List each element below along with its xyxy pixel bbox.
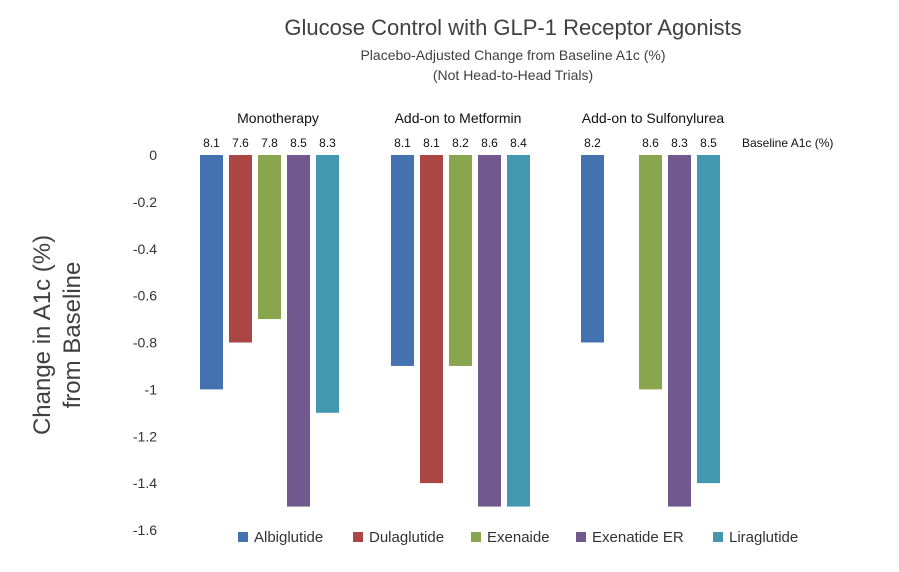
- baseline-value: 8.1: [423, 136, 440, 150]
- baseline-value: 8.5: [700, 136, 717, 150]
- legend-label: Dulaglutide: [369, 529, 444, 546]
- bar-liraglutide: [697, 155, 720, 484]
- y-tick-label: 0: [149, 147, 157, 163]
- bar-albiglutide: [200, 155, 223, 390]
- bar-dulaglutide: [229, 155, 252, 343]
- bar-exenatide-er: [478, 155, 501, 507]
- y-axis-ticks: 0 -0.2 -0.4 -0.6 -0.8 -1 -1.2 -1.4 -1.6: [133, 147, 157, 538]
- group-label: Add-on to Sulfonylurea: [582, 110, 725, 126]
- y-tick-label: -1.4: [133, 475, 157, 491]
- y-tick-label: -0.4: [133, 241, 157, 257]
- legend-label: Exenatide ER: [592, 529, 684, 546]
- baseline-value: 7.6: [232, 136, 249, 150]
- baseline-values: 8.1 8.1 8.2 7.6 8.1 7.8 8.2 8.6 8.5 8.6 8.3 8.3 8.4 8…: [203, 136, 717, 150]
- bar-exenaide: [258, 155, 281, 320]
- bar-exenatide-er: [287, 155, 310, 507]
- baseline-value: 8.1: [203, 136, 220, 150]
- bar-liraglutide: [316, 155, 339, 413]
- legend-swatch: [576, 532, 586, 542]
- legend-swatch: [471, 532, 481, 542]
- baseline-label: Baseline A1c (%): [742, 136, 833, 150]
- chart-title: Glucose Control with GLP-1 Receptor Agon…: [284, 15, 741, 40]
- legend: Albiglutide Dulaglutide Exenaide Exenatide …: [238, 529, 798, 546]
- chart-subtitle-line-1: Placebo-Adjusted Change from Baseline A1…: [360, 47, 665, 63]
- bar-exenaide: [639, 155, 662, 390]
- group-label: Add-on to Metformin: [395, 110, 522, 126]
- baseline-value: 8.1: [394, 136, 411, 150]
- legend-swatch: [353, 532, 363, 542]
- y-tick-label: -0.2: [133, 194, 157, 210]
- bars: [200, 155, 720, 507]
- legend-label: Albiglutide: [254, 529, 323, 546]
- baseline-value: 8.3: [319, 136, 336, 150]
- y-axis-label-line-2: from Baseline: [59, 262, 86, 409]
- chart-subtitle-line-2: (Not Head-to-Head Trials): [433, 67, 593, 83]
- bar-dulaglutide: [420, 155, 443, 484]
- y-tick-label: -1.2: [133, 428, 157, 444]
- baseline-value: 7.8: [261, 136, 278, 150]
- y-tick-label: -1.6: [133, 522, 157, 538]
- bar-albiglutide: [581, 155, 604, 343]
- group-labels: Monotherapy Add-on to Metformin Add-on to …: [237, 110, 724, 126]
- bar-exenaide: [449, 155, 472, 366]
- y-axis-label-line-1: Change in A1c (%): [29, 235, 56, 435]
- legend-label: Exenaide: [487, 529, 550, 546]
- legend-swatch: [238, 532, 248, 542]
- bar-liraglutide: [507, 155, 530, 507]
- baseline-value: 8.4: [510, 136, 527, 150]
- baseline-value: 8.5: [290, 136, 307, 150]
- legend-label: Liraglutide: [729, 529, 798, 546]
- y-tick-label: -0.6: [133, 288, 157, 304]
- baseline-value: 8.3: [671, 136, 688, 150]
- bar-exenatide-er: [668, 155, 691, 507]
- legend-swatch: [713, 532, 723, 542]
- baseline-value: 8.2: [452, 136, 469, 150]
- bar-albiglutide: [391, 155, 414, 366]
- baseline-value: 8.2: [584, 136, 601, 150]
- y-tick-label: -0.8: [133, 335, 157, 351]
- group-label: Monotherapy: [237, 110, 319, 126]
- y-tick-label: -1: [145, 381, 158, 397]
- baseline-value: 8.6: [481, 136, 498, 150]
- baseline-value: 8.6: [642, 136, 659, 150]
